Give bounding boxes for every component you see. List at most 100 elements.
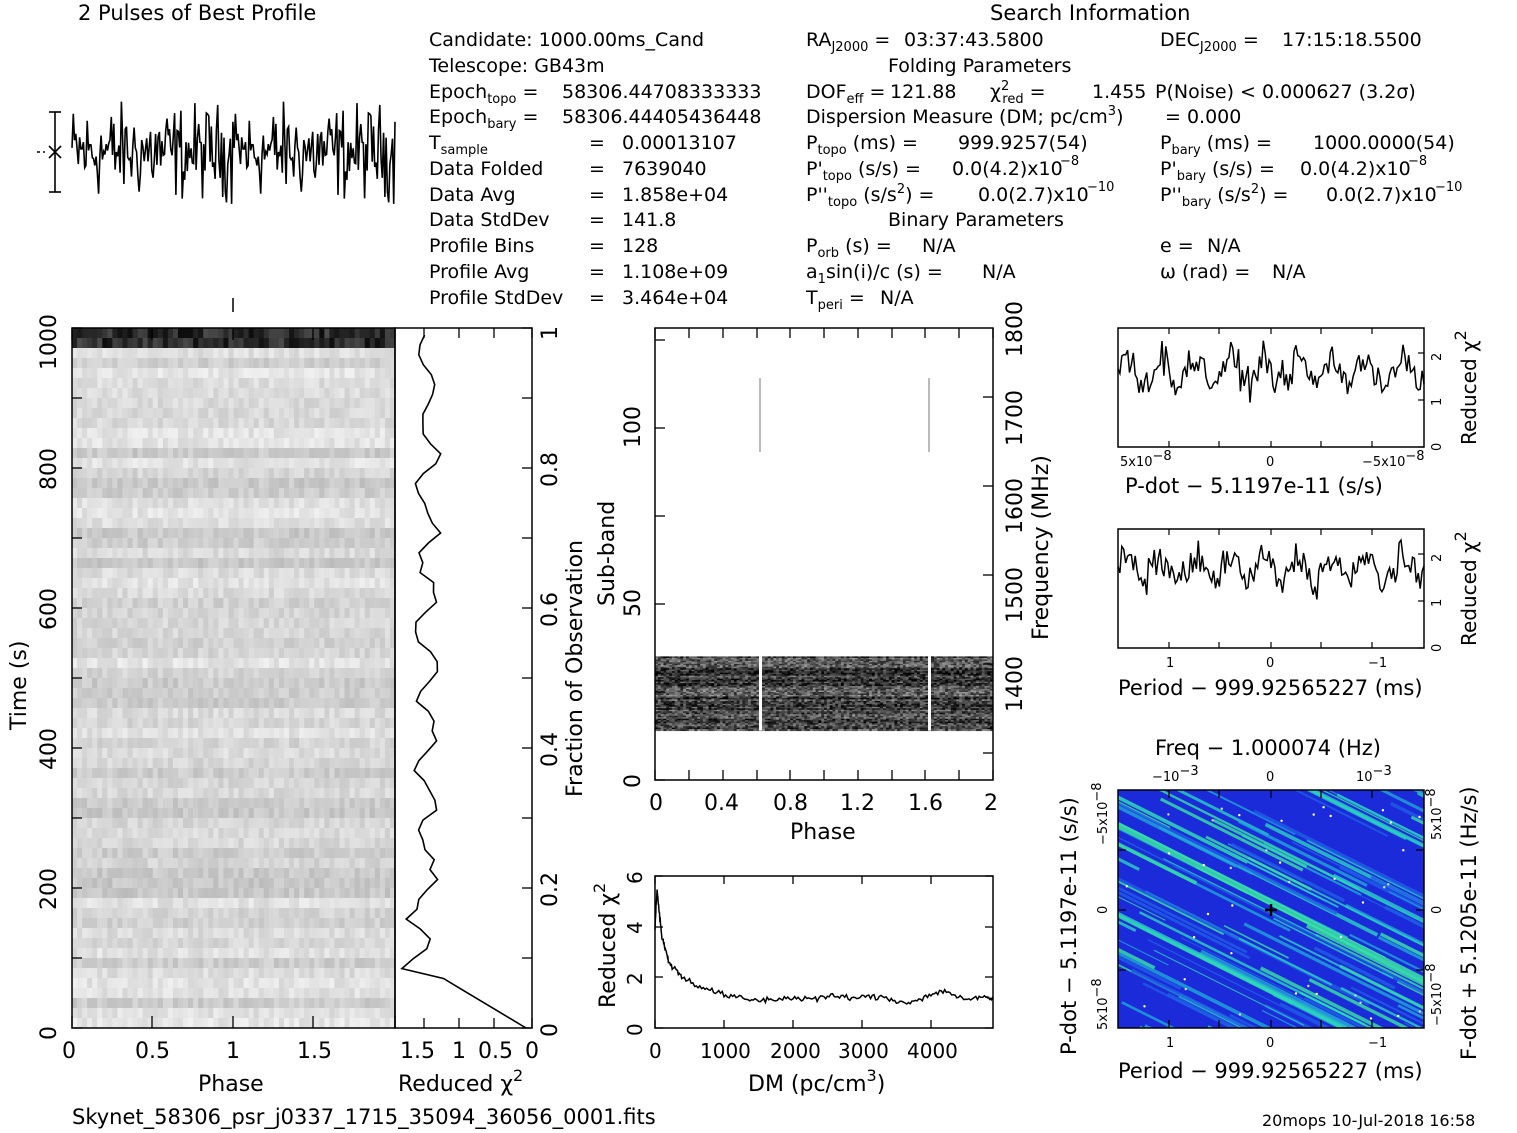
time-phase-cell [354, 558, 361, 569]
time-phase-cell [233, 978, 240, 989]
time-phase-cell [354, 418, 361, 429]
time-phase-cell [344, 648, 351, 659]
time-phase-cell [132, 518, 139, 529]
time-phase-cell [198, 478, 204, 489]
time-phase-cell [147, 608, 154, 619]
time-phase-cell [117, 398, 124, 409]
time-phase-cell [289, 668, 295, 679]
time-phase-cell [92, 768, 98, 779]
time-phase-cell [167, 788, 174, 799]
time-phase-cell [107, 498, 113, 509]
time-phase-cell [77, 388, 83, 399]
time-phase-cell [369, 848, 376, 859]
search-info-header: Search Information [990, 1, 1190, 25]
time-phase-cell [243, 638, 250, 649]
time-phase-cell [213, 548, 219, 559]
time-phase-cell [278, 348, 285, 359]
time-phase-cell [364, 498, 371, 509]
time-phase-cell [97, 378, 103, 389]
subband-cell [677, 657, 681, 660]
time-phase-cell [339, 538, 346, 549]
time-phase-cell [97, 528, 103, 539]
time-phase-cell [289, 568, 295, 579]
time-phase-cell [223, 658, 230, 669]
time-phase-cell [273, 378, 280, 389]
time-phase-cell [273, 848, 280, 859]
subband-cell [671, 659, 676, 662]
time-phase-cell [208, 998, 214, 1009]
time-phase-cell [268, 1008, 275, 1019]
time-phase-cell [339, 968, 346, 979]
time-phase-cell [177, 528, 184, 539]
time-phase-cell [117, 508, 124, 519]
time-phase-cell [294, 368, 300, 379]
time-phase-cell [238, 888, 245, 899]
time-phase-cell [77, 618, 83, 629]
time-phase-cell [218, 908, 225, 919]
time-phase-cell [193, 908, 199, 919]
time-phase-cell [349, 778, 356, 789]
time-phase-cell [359, 408, 366, 419]
time-phase-cell [289, 938, 295, 949]
time-phase-cell [228, 958, 235, 969]
time-phase-cell [147, 808, 154, 819]
time-phase-cell [344, 978, 351, 989]
subband-cell [778, 657, 783, 660]
time-phase-cell [223, 408, 230, 419]
time-phase-cell [243, 528, 250, 539]
subband-cell [677, 660, 681, 663]
time-phase-cell [92, 628, 98, 639]
time-phase-cell [324, 948, 330, 959]
time-phase-cell [142, 828, 149, 839]
time-phase-cell [389, 448, 395, 459]
time-phase-cell [374, 558, 381, 569]
time-phase-cell [294, 558, 300, 569]
time-phase-cell [162, 478, 169, 489]
time-phase-cell [137, 478, 144, 489]
time-phase-cell [102, 728, 108, 739]
time-phase-cell [107, 508, 113, 519]
time-phase-cell [152, 568, 159, 579]
time-phase-cell [213, 508, 219, 519]
time-phase-cell [218, 898, 225, 909]
time-phase-cell [238, 928, 245, 939]
time-phase-cell [107, 368, 113, 379]
time-phase-cell [379, 788, 386, 799]
time-phase-cell [369, 748, 376, 759]
time-phase-cell [314, 938, 320, 949]
time-phase-cell [359, 478, 366, 489]
time-phase-cell [183, 698, 189, 709]
time-phase-cell [112, 468, 119, 479]
time-phase-cell [319, 618, 325, 629]
pddot-bary-value: 0.0(2.7)x10 [1326, 184, 1437, 206]
time-phase-cell [283, 678, 290, 689]
time-phase-cell [238, 988, 245, 999]
time-phase-cell [203, 418, 209, 429]
time-phase-cell [309, 928, 315, 939]
time-phase-cell [77, 1008, 83, 1019]
time-phase-cell [364, 688, 371, 699]
time-phase-cell [334, 348, 341, 359]
time-phase-cell [172, 708, 179, 719]
time-phase-cell [177, 678, 184, 689]
time-phase-cell [147, 478, 154, 489]
time-phase-cell [198, 778, 204, 789]
time-phase-cell [102, 948, 108, 959]
time-phase-cell [127, 418, 134, 429]
tp-ylabel: Time (s) [7, 641, 32, 731]
time-phase-cell [389, 928, 395, 939]
time-phase-cell [152, 908, 159, 919]
time-phase-cell [72, 608, 78, 619]
time-phase-cell [112, 328, 119, 339]
subband-cell [947, 659, 952, 662]
subband-cell [691, 656, 695, 659]
time-phase-cell [238, 808, 245, 819]
time-phase-cell [369, 868, 376, 879]
time-phase-cell [162, 888, 169, 899]
time-phase-cell [162, 428, 169, 439]
time-phase-cell [354, 728, 361, 739]
time-phase-cell [329, 668, 336, 679]
time-phase-cell [147, 658, 154, 669]
time-phase-cell [304, 728, 310, 739]
subband-cell [939, 659, 943, 662]
